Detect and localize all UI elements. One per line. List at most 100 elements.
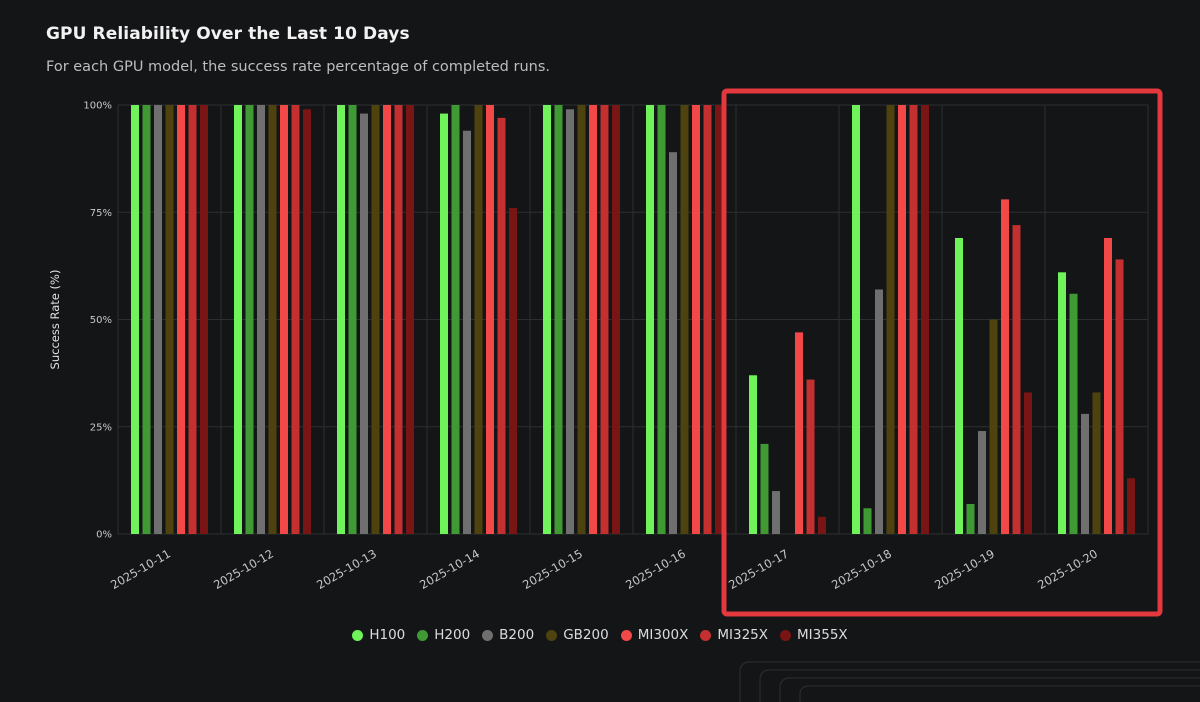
x-tick-label: 2025-10-16 [623,546,688,592]
legend-label: MI325X [717,627,769,643]
bar-b200-2025-10-13 [360,113,368,534]
bar-mi300x-2025-10-12 [280,105,288,534]
bar-mi300x-2025-10-13 [383,105,391,534]
legend-swatch [546,629,558,641]
legend-label: GB200 [563,627,609,643]
bar-mi355x-2025-10-18 [921,105,929,534]
bar-gb200-2025-10-20 [1092,392,1101,534]
legend-item-h200[interactable]: H200 [417,627,470,643]
bar-h100-2025-10-12 [234,105,242,534]
x-tick-label: 2025-10-15 [520,546,585,592]
bar-gb200-2025-10-16 [680,105,689,534]
bar-mi325x-2025-10-11 [188,105,197,534]
bar-mi325x-2025-10-17 [806,379,815,534]
y-tick-label: 0% [96,530,112,541]
bar-mi355x-2025-10-19 [1024,392,1032,534]
bar-mi300x-2025-10-20 [1104,237,1112,535]
bar-gb200-2025-10-14 [474,105,483,534]
bar-h200-2025-10-14 [451,105,460,534]
bar-h100-2025-10-20 [1058,272,1066,534]
chart-subtitle: For each GPU model, the success rate per… [46,59,550,75]
bar-mi325x-2025-10-18 [909,105,918,534]
bar-mi325x-2025-10-15 [600,105,609,534]
x-tick-label: 2025-10-17 [726,546,791,592]
bar-b200-2025-10-14 [463,130,471,535]
bar-b200-2025-10-17 [772,491,780,534]
bar-mi300x-2025-10-15 [589,105,597,534]
chart-legend: H100 H200 B200 GB200 MI300X MI325X MI355X [0,627,1200,643]
bar-h100-2025-10-15 [543,105,551,534]
y-tick-label: 50% [90,315,112,326]
bar-gb200-2025-10-18 [886,105,895,534]
bar-mi325x-2025-10-13 [394,105,403,534]
bar-h200-2025-10-19 [966,503,975,534]
bar-h200-2025-10-13 [348,105,357,534]
bar-mi355x-2025-10-12 [303,109,311,534]
bar-chart: 0% 25% 50% 75% 100% Success Rate (%) 2025-10-1… [48,88,1163,617]
legend-label: MI300X [637,627,689,643]
bar-gb200-2025-10-11 [165,105,174,534]
x-tick-label: 2025-10-19 [932,546,997,592]
bar-mi300x-2025-10-16 [692,105,700,534]
legend-item-gb200[interactable]: GB200 [546,627,609,643]
background-decoration [739,661,1200,702]
y-tick-label: 25% [90,422,112,433]
bar-h200-2025-10-11 [142,105,151,534]
bar-b200-2025-10-11 [154,105,162,534]
bar-mi325x-2025-10-16 [703,105,712,534]
legend-item-b200[interactable]: B200 [482,627,534,643]
legend-item-mi325x[interactable]: MI325X [700,627,768,643]
bar-mi355x-2025-10-11 [200,105,208,534]
legend-swatch [700,629,712,641]
legend-item-mi355x[interactable]: MI355X [780,627,848,643]
bar-h200-2025-10-12 [245,105,254,534]
x-tick-label: 2025-10-14 [417,546,482,592]
bar-mi355x-2025-10-20 [1127,478,1135,534]
bar-b200-2025-10-18 [875,289,883,534]
bar-mi300x-2025-10-19 [1001,199,1009,534]
bar-mi325x-2025-10-20 [1115,259,1124,534]
highlight-box [721,88,1163,617]
bar-gb200-2025-10-13 [371,105,380,534]
bar-h100-2025-10-14 [440,113,448,534]
y-tick-label: 75% [90,208,112,219]
y-tick-label: 100% [83,101,112,112]
y-axis-title: Success Rate (%) [48,270,62,370]
bar-mi300x-2025-10-18 [898,105,906,534]
legend-label: H200 [434,627,471,643]
chart-title: GPU Reliability Over the Last 10 Days [46,24,410,44]
bar-h100-2025-10-11 [131,105,139,534]
bar-h100-2025-10-17 [749,375,757,534]
bar-gb200-2025-10-19 [989,319,998,534]
bar-mi325x-2025-10-19 [1012,225,1021,534]
legend-swatch [780,629,792,641]
legend-label: B200 [499,627,535,643]
bar-h200-2025-10-17 [760,443,769,534]
bar-mi300x-2025-10-11 [177,105,185,534]
bar-h100-2025-10-18 [852,105,860,534]
legend-swatch [352,629,364,641]
bar-mi355x-2025-10-17 [818,516,826,534]
bar-b200-2025-10-12 [257,105,265,534]
x-tick-label: 2025-10-13 [314,546,379,592]
x-tick-label: 2025-10-18 [829,546,894,592]
bar-h200-2025-10-20 [1069,293,1078,534]
bar-h100-2025-10-13 [337,105,345,534]
bar-gb200-2025-10-15 [577,105,586,534]
x-tick-label: 2025-10-12 [211,546,276,592]
legend-item-mi300x[interactable]: MI300X [620,627,689,643]
bar-b200-2025-10-15 [566,109,574,534]
bar-mi355x-2025-10-15 [612,105,620,534]
legend-label: MI355X [797,627,848,643]
bar-gb200-2025-10-12 [268,105,277,534]
bar-mi325x-2025-10-12 [291,105,300,534]
bar-h200-2025-10-18 [863,508,872,534]
bar-mi325x-2025-10-14 [497,117,506,535]
bar-b200-2025-10-20 [1081,413,1089,534]
bar-mi355x-2025-10-14 [509,207,517,534]
legend-item-h100[interactable]: H100 [352,627,405,643]
bar-mi355x-2025-10-13 [406,105,414,534]
legend-swatch [417,629,429,641]
x-tick-label: 2025-10-11 [108,546,173,592]
